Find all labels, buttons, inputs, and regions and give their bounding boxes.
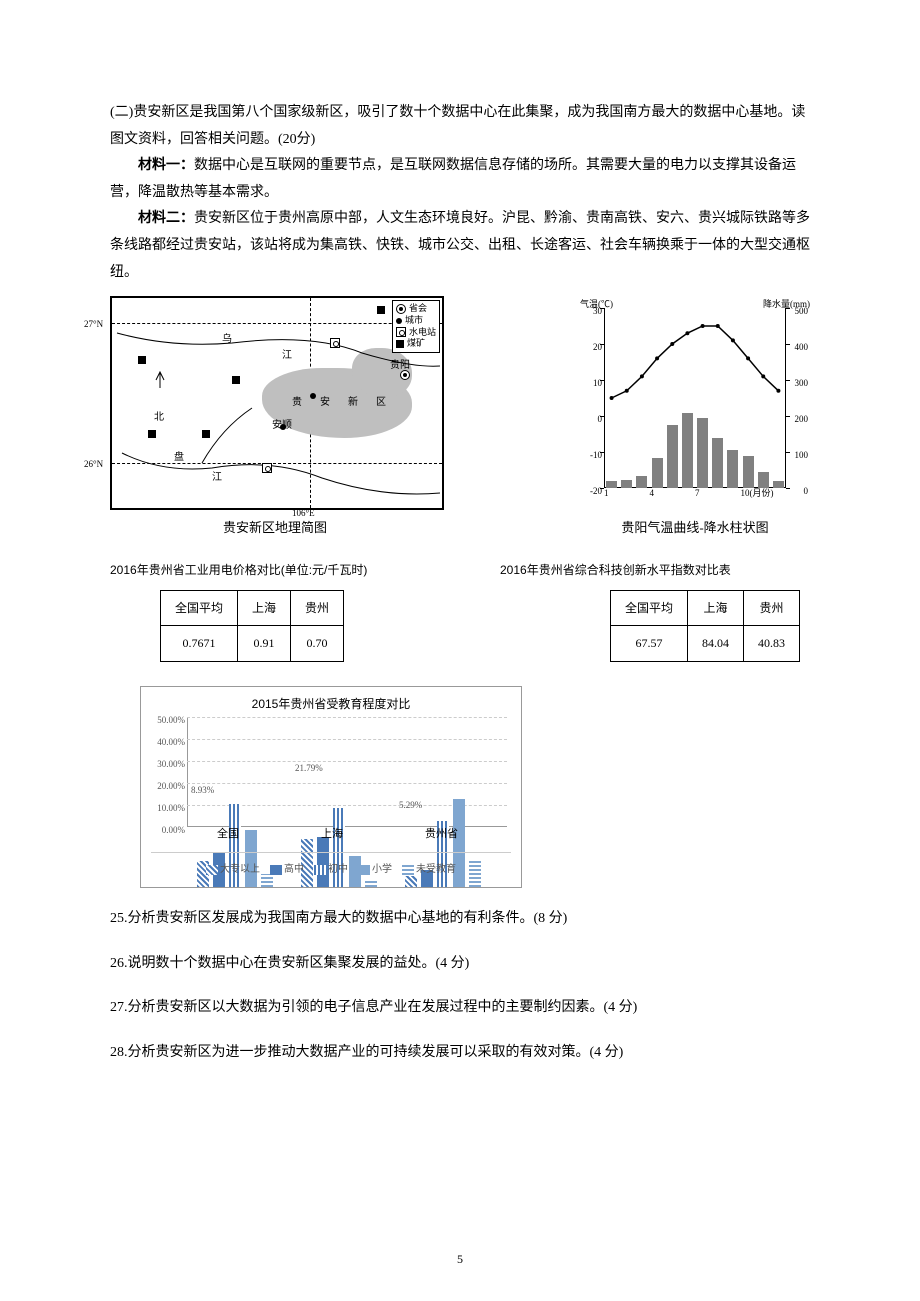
month-tick: 7 bbox=[695, 485, 700, 502]
month-tick: 4 bbox=[650, 485, 655, 502]
edu-ytick: 30.00% bbox=[147, 756, 185, 773]
legend-capital: 省会 bbox=[409, 303, 427, 315]
swatch-xx-icon bbox=[358, 865, 370, 875]
swatch-dz-icon bbox=[206, 865, 218, 875]
table-row: 全国平均 上海 贵州 bbox=[610, 590, 799, 626]
swatch-no-icon bbox=[402, 865, 414, 875]
city-icon bbox=[396, 318, 402, 324]
edu-ytick: 40.00% bbox=[147, 734, 185, 751]
lat-27n: 27°N bbox=[84, 316, 103, 333]
intro-line: (二)贵安新区是我国第八个国家级新区，吸引了数十个数据中心在此集聚，成为我国南方… bbox=[110, 100, 810, 153]
table-row: 全国平均 上海 贵州 bbox=[161, 590, 344, 626]
cell: 84.04 bbox=[688, 626, 744, 662]
label-an: 安 bbox=[320, 393, 330, 412]
table-left-title: 2016年贵州省工业用电价格对比(单位:元/千瓦时) bbox=[110, 559, 440, 582]
legend-coal: 煤矿 bbox=[407, 338, 425, 350]
edu-callout: 5.29% bbox=[399, 797, 422, 814]
edu-chart-title: 2015年贵州省受教育程度对比 bbox=[141, 693, 521, 716]
education-chart: 2015年贵州省受教育程度对比 0.00% 10.00% 20.00% 30.00% 4… bbox=[140, 686, 522, 888]
material-2-label: 材料二： bbox=[138, 211, 194, 226]
th-shanghai: 上海 bbox=[688, 590, 744, 626]
th-guizhou: 贵州 bbox=[291, 590, 344, 626]
legend-dz: 大专以上 bbox=[220, 864, 260, 875]
map-legend: 省会 城市 水电站 煤矿 bbox=[392, 300, 440, 353]
legend-city: 城市 bbox=[405, 315, 423, 327]
capital-icon bbox=[396, 304, 406, 314]
tables-row: 全国平均 上海 贵州 0.7671 0.91 0.70 全国平均 上海 贵州 6… bbox=[110, 590, 810, 663]
edu-ytick: 10.00% bbox=[147, 800, 185, 817]
edu-category: 全国 bbox=[217, 824, 239, 845]
cell: 0.91 bbox=[238, 626, 291, 662]
edu-ytick: 50.00% bbox=[147, 712, 185, 729]
map-figure: 27°N 26°N 106°E 乌 江 贵阳 贵 安 新 区 bbox=[110, 296, 444, 510]
table-right-title: 2016年贵州省综合科技创新水平指数对比表 bbox=[500, 559, 810, 582]
climate-chart: 气温(℃) 降水量(mm) -20-1001020300100200300400… bbox=[580, 296, 810, 506]
edu-legend: 大专以上 高中 初中 小学 未受教育 bbox=[141, 860, 521, 879]
map-caption: 贵安新区地理简图 bbox=[110, 516, 440, 541]
edu-callout: 21.79% bbox=[295, 760, 323, 777]
material-2: 材料二：贵安新区位于贵州高原中部，人文生态环境良好。沪昆、黔渝、贵南高铁、安六、… bbox=[110, 206, 810, 286]
coal-icon bbox=[138, 356, 146, 364]
legend-no: 未受教育 bbox=[416, 864, 456, 875]
coal-icon bbox=[148, 430, 156, 438]
legend-hydro: 水电站 bbox=[409, 327, 436, 339]
cell: 0.70 bbox=[291, 626, 344, 662]
question-28: 28.分析贵安新区为进一步推动大数据产业的可持续发展可以采取的有效对策。(4 分… bbox=[110, 1040, 810, 1067]
label-jiang2: 江 bbox=[212, 468, 222, 487]
label-bei: 北 bbox=[154, 408, 164, 427]
lat-26n: 26°N bbox=[84, 456, 103, 473]
label-jiang: 江 bbox=[282, 346, 292, 365]
cell: 67.57 bbox=[610, 626, 687, 662]
month-tick: 1 bbox=[604, 485, 609, 502]
hydro-icon bbox=[330, 338, 340, 348]
label-qu: 区 bbox=[376, 393, 386, 412]
coal-icon bbox=[377, 306, 385, 314]
label-xin: 新 bbox=[348, 393, 358, 412]
edu-ytick: 0.00% bbox=[147, 822, 185, 839]
hydro-icon bbox=[262, 463, 272, 473]
label-pan: 盘 bbox=[174, 448, 184, 467]
edu-category: 上海 bbox=[321, 824, 343, 845]
cell: 40.83 bbox=[744, 626, 800, 662]
material-1-label: 材料一： bbox=[138, 158, 194, 173]
month-tick: 10(月份) bbox=[741, 485, 774, 502]
swatch-cz-icon bbox=[314, 865, 326, 875]
table-left: 全国平均 上海 贵州 0.7671 0.91 0.70 bbox=[160, 590, 344, 663]
edu-category: 贵州省 bbox=[425, 824, 458, 845]
cell: 0.7671 bbox=[161, 626, 238, 662]
hydro-icon bbox=[396, 327, 406, 337]
question-26: 26.说明数十个数据中心在贵安新区集聚发展的益处。(4 分) bbox=[110, 951, 810, 978]
label-wu: 乌 bbox=[222, 330, 232, 349]
material-1-text: 数据中心是互联网的重要节点，是互联网数据信息存储的场所。其需要大量的电力以支撑其… bbox=[110, 158, 796, 200]
edu-ytick: 20.00% bbox=[147, 778, 185, 795]
figure-row: 27°N 26°N 106°E 乌 江 贵阳 贵 安 新 区 bbox=[110, 296, 810, 510]
th-shanghai: 上海 bbox=[238, 590, 291, 626]
coal-icon bbox=[396, 340, 404, 348]
table-row: 0.7671 0.91 0.70 bbox=[161, 626, 344, 662]
label-gui: 贵 bbox=[292, 393, 302, 412]
material-1: 材料一：数据中心是互联网的重要节点，是互联网数据信息存储的场所。其需要大量的电力… bbox=[110, 153, 810, 206]
edu-callout: 8.93% bbox=[191, 782, 214, 799]
legend-xx: 小学 bbox=[372, 864, 392, 875]
legend-gz: 高中 bbox=[284, 864, 304, 875]
legend-cz: 初中 bbox=[328, 864, 348, 875]
question-27: 27.分析贵安新区以大数据为引领的电子信息产业在发展过程中的主要制约因素。(4 … bbox=[110, 995, 810, 1022]
th-guizhou: 贵州 bbox=[744, 590, 800, 626]
coal-icon bbox=[232, 376, 240, 384]
th-national: 全国平均 bbox=[161, 590, 238, 626]
th-national: 全国平均 bbox=[610, 590, 687, 626]
table-row: 67.57 84.04 40.83 bbox=[610, 626, 799, 662]
material-2-text: 贵安新区位于贵州高原中部，人文生态环境良好。沪昆、黔渝、贵南高铁、安六、贵兴城际… bbox=[110, 211, 810, 279]
climate-caption: 贵阳气温曲线-降水柱状图 bbox=[580, 516, 810, 541]
table-right: 全国平均 上海 贵州 67.57 84.04 40.83 bbox=[610, 590, 800, 663]
coal-icon bbox=[202, 430, 210, 438]
edu-bar bbox=[365, 881, 377, 888]
question-25: 25.分析贵安新区发展成为我国南方最大的数据中心基地的有利条件。(8 分) bbox=[110, 906, 810, 933]
page-number: 5 bbox=[457, 1248, 463, 1271]
swatch-gz-icon bbox=[270, 865, 282, 875]
temp-curve bbox=[580, 296, 810, 506]
